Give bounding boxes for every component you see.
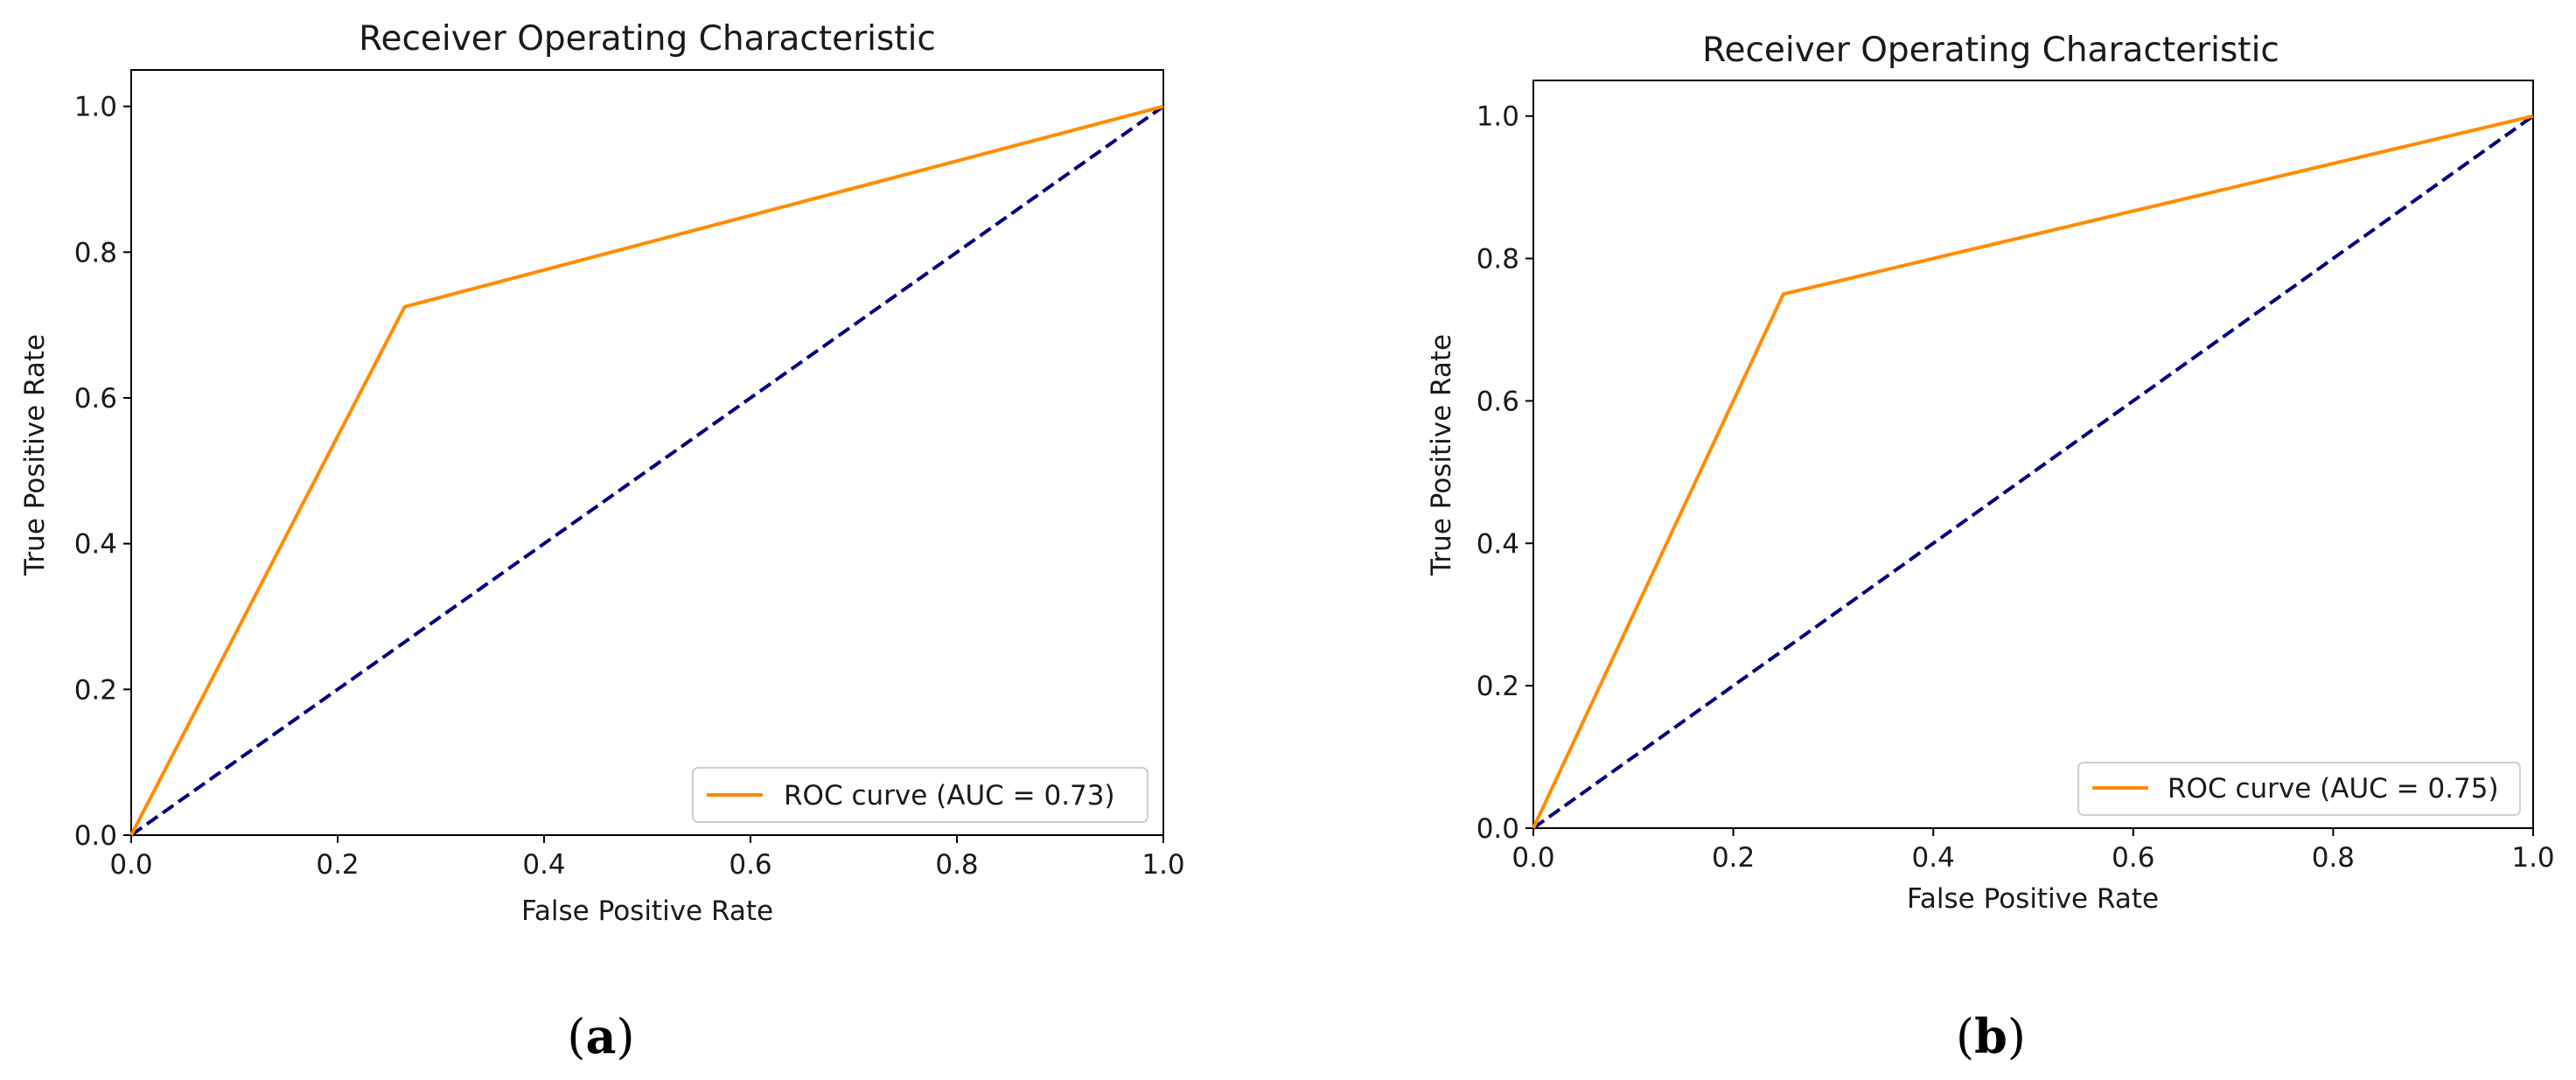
y-axis-label: True Positive Rate xyxy=(19,334,51,576)
x-axis-label: False Positive Rate xyxy=(521,895,773,927)
x-tick-label: 1.0 xyxy=(1141,849,1184,881)
x-tick-label: 0.2 xyxy=(316,849,359,881)
y-tick-label: 0.4 xyxy=(74,529,117,561)
x-axis-label: False Positive Rate xyxy=(1907,883,2159,915)
chance-diagonal-line xyxy=(129,105,1165,837)
legend-label: ROC curve (AUC = 0.73) xyxy=(784,780,1115,812)
legend-box xyxy=(692,767,1148,823)
y-axis: 0.0 0.2 0.4 0.6 0.8 1.0 xyxy=(1476,101,1533,845)
y-tick-label: 0.4 xyxy=(1476,528,1519,560)
x-tick-label: 0.2 xyxy=(1712,842,1755,874)
chart-title: Receiver Operating Characteristic xyxy=(359,19,936,59)
panel-letter: b xyxy=(1974,1008,2007,1064)
chance-diagonal-line xyxy=(1532,115,2535,830)
panel-label: (a) xyxy=(567,1008,634,1064)
legend-label: ROC curve (AUC = 0.75) xyxy=(2168,773,2499,805)
panel-letter: a xyxy=(586,1008,617,1064)
y-tick-label: 0.2 xyxy=(74,674,117,706)
y-tick-label: 0.0 xyxy=(74,820,117,852)
y-tick-label: 0.8 xyxy=(74,237,117,268)
y-tick-label: 1.0 xyxy=(1476,101,1519,133)
x-tick-label: 0.0 xyxy=(109,849,152,881)
y-tick-label: 1.0 xyxy=(74,92,117,123)
y-axis: 0.0 0.2 0.4 0.6 0.8 1.0 xyxy=(74,92,131,852)
x-tick-label: 0.6 xyxy=(2112,842,2154,874)
x-axis: 0.0 0.2 0.4 0.6 0.8 1.0 xyxy=(109,835,1185,881)
panel-label: (b) xyxy=(1956,1008,2026,1064)
x-tick-label: 0.8 xyxy=(935,849,978,881)
plot-frame xyxy=(130,69,1164,836)
series-lines xyxy=(1532,114,2535,830)
chart-title: Receiver Operating Characteristic xyxy=(1702,31,2279,70)
legend-box xyxy=(2077,762,2521,816)
x-tick-label: 0.4 xyxy=(522,849,565,881)
y-axis-label: True Positive Rate xyxy=(1426,334,1457,576)
roc-chart-a: Receiver Operating Characteristic 0.0 0.2… xyxy=(19,19,1185,1064)
x-tick-label: 0.4 xyxy=(1912,842,1955,874)
x-tick-label: 0.0 xyxy=(1511,842,1554,874)
legend: ROC curve (AUC = 0.75) xyxy=(2077,762,2521,816)
y-tick-label: 0.6 xyxy=(74,383,117,415)
plot-frame xyxy=(1532,80,2534,829)
y-tick-label: 0.0 xyxy=(1476,813,1519,845)
roc-curve-line xyxy=(129,104,1164,836)
legend: ROC curve (AUC = 0.73) xyxy=(692,767,1148,823)
x-tick-label: 0.8 xyxy=(2312,842,2355,874)
x-axis: 0.0 0.2 0.4 0.6 0.8 1.0 xyxy=(1511,828,2555,874)
y-tick-label: 0.8 xyxy=(1476,244,1519,275)
series-lines xyxy=(129,104,1165,837)
roc-chart-b: Receiver Operating Characteristic 0.0 0.2… xyxy=(1426,31,2555,1064)
y-tick-label: 0.6 xyxy=(1476,386,1519,417)
y-tick-label: 0.2 xyxy=(1476,671,1519,702)
x-tick-label: 1.0 xyxy=(2511,842,2554,874)
roc-curve-line xyxy=(1532,114,2534,829)
x-tick-label: 0.6 xyxy=(729,849,771,881)
